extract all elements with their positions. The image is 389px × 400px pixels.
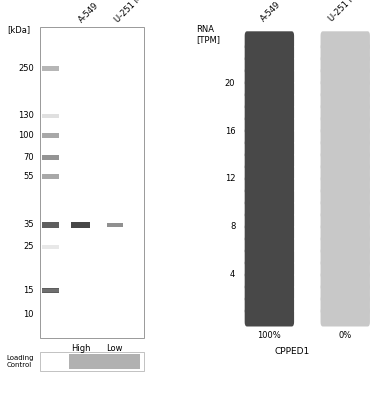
FancyBboxPatch shape — [245, 296, 294, 314]
Bar — [71, 222, 90, 228]
FancyBboxPatch shape — [40, 26, 144, 338]
FancyBboxPatch shape — [245, 115, 294, 134]
Text: 70: 70 — [23, 153, 34, 162]
Text: 20: 20 — [225, 79, 235, 88]
Bar — [42, 289, 60, 292]
FancyBboxPatch shape — [245, 43, 294, 62]
Text: 250: 250 — [18, 64, 34, 73]
Text: 35: 35 — [23, 220, 34, 230]
Text: RNA
[TPM]: RNA [TPM] — [196, 25, 221, 44]
Bar — [42, 245, 60, 249]
Bar — [42, 174, 60, 179]
FancyBboxPatch shape — [321, 176, 370, 194]
Text: 4: 4 — [230, 270, 235, 279]
Text: 12: 12 — [225, 174, 235, 183]
FancyBboxPatch shape — [245, 284, 294, 302]
FancyBboxPatch shape — [245, 212, 294, 230]
Text: CPPED1: CPPED1 — [274, 347, 309, 356]
Text: [kDa]: [kDa] — [7, 25, 30, 34]
Text: 130: 130 — [18, 111, 34, 120]
Bar — [42, 66, 60, 71]
Bar — [107, 222, 123, 227]
FancyBboxPatch shape — [321, 79, 370, 98]
Text: U-251 MG: U-251 MG — [113, 0, 148, 25]
Text: 25: 25 — [24, 242, 34, 251]
FancyBboxPatch shape — [245, 31, 294, 50]
FancyBboxPatch shape — [321, 224, 370, 242]
FancyBboxPatch shape — [245, 260, 294, 278]
Text: 16: 16 — [225, 127, 235, 136]
Text: U-251 MG: U-251 MG — [327, 0, 362, 24]
Text: 100%: 100% — [258, 331, 281, 340]
Text: 0%: 0% — [338, 331, 352, 340]
FancyBboxPatch shape — [321, 200, 370, 218]
Bar — [69, 354, 140, 369]
FancyBboxPatch shape — [321, 284, 370, 302]
FancyBboxPatch shape — [245, 67, 294, 86]
Bar — [42, 133, 60, 138]
FancyBboxPatch shape — [245, 55, 294, 74]
FancyBboxPatch shape — [245, 127, 294, 146]
Bar — [40, 352, 144, 370]
FancyBboxPatch shape — [245, 164, 294, 182]
FancyBboxPatch shape — [321, 91, 370, 110]
FancyBboxPatch shape — [245, 236, 294, 254]
Text: 8: 8 — [230, 222, 235, 231]
Text: 10: 10 — [24, 310, 34, 319]
Text: A-549: A-549 — [259, 0, 282, 24]
FancyBboxPatch shape — [321, 260, 370, 278]
Text: 15: 15 — [24, 286, 34, 295]
FancyBboxPatch shape — [321, 152, 370, 170]
Text: High: High — [71, 344, 91, 353]
FancyBboxPatch shape — [245, 152, 294, 170]
FancyBboxPatch shape — [321, 272, 370, 290]
Text: 55: 55 — [24, 172, 34, 181]
Bar — [42, 288, 60, 293]
FancyBboxPatch shape — [321, 55, 370, 74]
FancyBboxPatch shape — [321, 31, 370, 50]
FancyBboxPatch shape — [245, 176, 294, 194]
FancyBboxPatch shape — [245, 224, 294, 242]
FancyBboxPatch shape — [245, 103, 294, 122]
Bar — [42, 155, 60, 160]
Bar — [42, 222, 60, 228]
FancyBboxPatch shape — [245, 200, 294, 218]
Text: Loading
Control: Loading Control — [7, 355, 34, 368]
FancyBboxPatch shape — [321, 236, 370, 254]
FancyBboxPatch shape — [245, 188, 294, 206]
FancyBboxPatch shape — [321, 164, 370, 182]
FancyBboxPatch shape — [321, 296, 370, 314]
Bar — [42, 114, 60, 118]
FancyBboxPatch shape — [321, 127, 370, 146]
FancyBboxPatch shape — [321, 67, 370, 86]
Text: Low: Low — [107, 344, 123, 353]
FancyBboxPatch shape — [245, 308, 294, 326]
FancyBboxPatch shape — [245, 79, 294, 98]
FancyBboxPatch shape — [245, 272, 294, 290]
FancyBboxPatch shape — [245, 91, 294, 110]
FancyBboxPatch shape — [321, 139, 370, 158]
FancyBboxPatch shape — [245, 248, 294, 266]
FancyBboxPatch shape — [321, 43, 370, 62]
FancyBboxPatch shape — [321, 103, 370, 122]
FancyBboxPatch shape — [321, 188, 370, 206]
FancyBboxPatch shape — [321, 115, 370, 134]
FancyBboxPatch shape — [321, 212, 370, 230]
FancyBboxPatch shape — [321, 248, 370, 266]
Text: A-549: A-549 — [77, 1, 100, 25]
FancyBboxPatch shape — [321, 308, 370, 326]
FancyBboxPatch shape — [245, 139, 294, 158]
Text: 100: 100 — [18, 131, 34, 140]
